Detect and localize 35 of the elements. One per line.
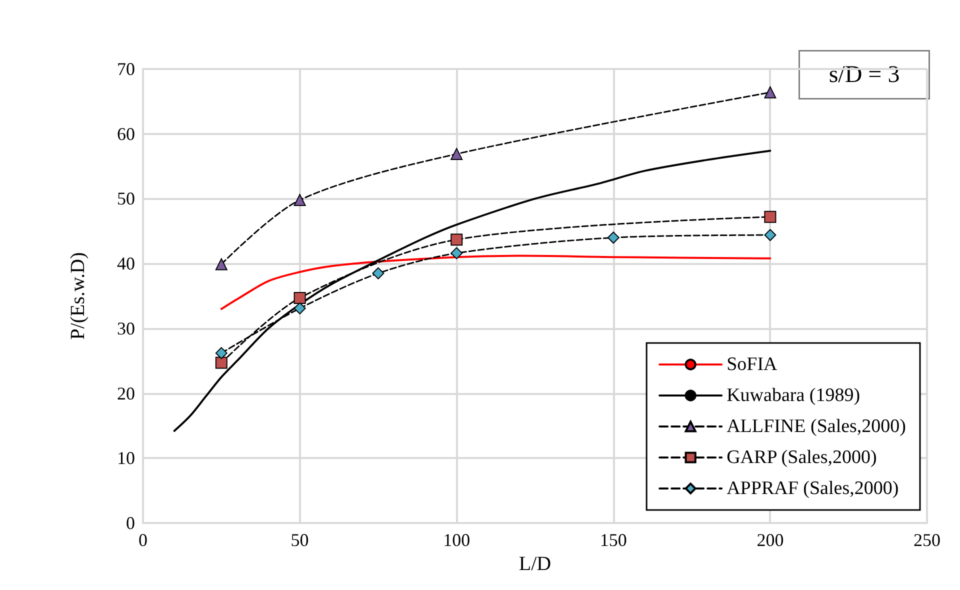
legend-label: GARP (Sales,2000) [726, 447, 877, 468]
point [764, 86, 776, 98]
point [450, 247, 463, 260]
y-tick-label: 20 [117, 383, 135, 404]
y-tick-label: 50 [117, 188, 135, 209]
point [607, 232, 620, 244]
x-axis-title: L/D [518, 552, 552, 575]
x-tick-label: 100 [443, 530, 470, 550]
point [294, 292, 306, 304]
y-tick-label: 40 [117, 254, 135, 274]
point [215, 258, 228, 270]
legend-label: Kuwabara (1989) [726, 385, 860, 406]
x-tick-label: 250 [914, 530, 940, 550]
point [215, 356, 228, 369]
legend-label: ALLFINE (Sales,2000) [726, 416, 906, 437]
y-tick-label: 10 [117, 448, 135, 468]
legend-label: APPRAF (Sales,2000) [726, 478, 899, 499]
y-tick-label: 30 [117, 318, 135, 338]
point [294, 194, 306, 206]
point [450, 148, 463, 160]
point [764, 210, 776, 223]
point [764, 229, 776, 242]
x-tick-label: 200 [756, 530, 784, 550]
point [450, 234, 463, 246]
y-tick-label: 60 [117, 124, 135, 144]
point [372, 267, 384, 280]
x-tick-label: 150 [600, 530, 627, 550]
y-tick-label: 70 [117, 59, 135, 79]
point [215, 347, 228, 360]
y-axis-title: P/(Es.w.D) [67, 252, 89, 340]
x-tick-label: 0 [138, 530, 148, 550]
x-tick-label: 50 [290, 530, 309, 550]
y-tick-label: 0 [126, 513, 135, 533]
point [294, 302, 306, 314]
legend-label: SoFIA [726, 354, 778, 375]
